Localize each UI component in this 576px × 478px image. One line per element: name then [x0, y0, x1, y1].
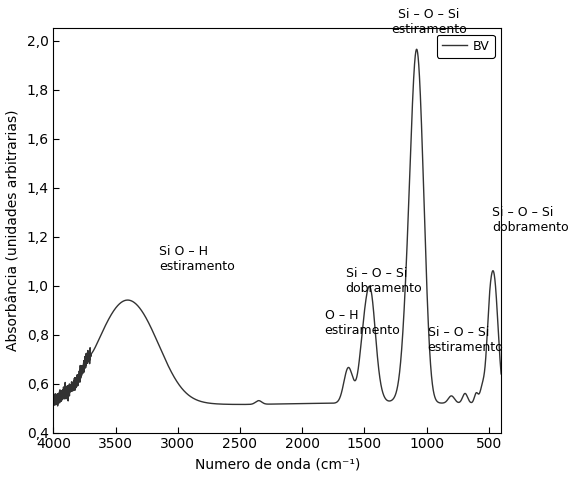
Legend: BV: BV	[437, 34, 495, 57]
Text: Si O – H
estiramento: Si O – H estiramento	[159, 245, 235, 273]
Text: Si – O – Si
dobramento: Si – O – Si dobramento	[492, 206, 569, 234]
Y-axis label: Absorbância (unidades arbitrarias): Absorbância (unidades arbitrarias)	[7, 109, 21, 351]
X-axis label: Numero de onda (cm⁻¹): Numero de onda (cm⁻¹)	[195, 457, 360, 471]
Text: Si – O – Si
estiramento: Si – O – Si estiramento	[428, 326, 503, 354]
Text: O – H
estiramento: O – H estiramento	[324, 309, 400, 337]
Text: Si – O – Si
estiramento: Si – O – Si estiramento	[391, 8, 467, 35]
Text: Si – O – Si
dobramento: Si – O – Si dobramento	[346, 267, 422, 295]
